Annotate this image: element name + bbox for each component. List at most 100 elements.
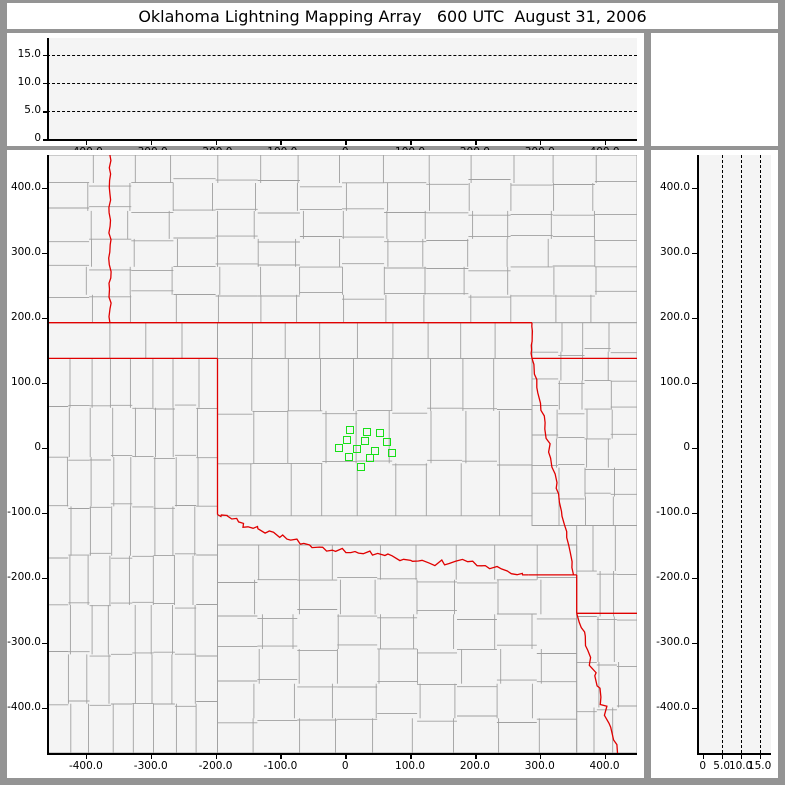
y-tick	[42, 317, 48, 320]
x-tick-label: -100.0	[263, 760, 298, 772]
y-tick	[692, 382, 698, 385]
y-tick-label: -400.0	[7, 700, 41, 713]
y-tick-label: -200.0	[7, 570, 41, 583]
plan-view-map-panel[interactable]: 400.0 300.0 200.0 100.0 0 -100.0 -200.0 -300.0 -…	[7, 150, 644, 778]
y-tick	[42, 382, 48, 385]
x-tick	[85, 754, 88, 759]
y-tick-label: 100.0	[659, 375, 690, 388]
x-tick-label: 400.0	[589, 760, 620, 772]
title-bar: Oklahoma Lightning Mapping Array 600 UTC…	[7, 3, 778, 29]
x-tick	[280, 140, 282, 145]
lightning-source-marker	[342, 435, 351, 444]
y-tick	[42, 187, 48, 190]
x-tick-label: 5.0	[713, 760, 730, 772]
x-tick	[474, 754, 477, 759]
gridline-horizontal	[47, 110, 637, 112]
lightning-source-marker	[345, 452, 354, 461]
y-tick	[42, 577, 48, 580]
x-tick-label: 10.0	[728, 760, 753, 772]
y-tick-label: 5.0	[24, 103, 41, 116]
x-tick	[721, 754, 724, 759]
y-tick	[692, 447, 698, 450]
y-tick-label: 200.0	[659, 310, 690, 323]
x-tick	[345, 140, 347, 145]
y-tick-label: -100.0	[656, 505, 690, 518]
x-tick	[539, 754, 542, 759]
map-plot-area[interactable]	[47, 155, 637, 753]
lightning-source-marker	[345, 425, 354, 434]
x-tick	[740, 754, 743, 759]
ns-altitude-plot-area[interactable]	[697, 155, 771, 753]
north-south-vs-altitude-panel[interactable]: 400.0 300.0 200.0 100.0 0 -100.0 -200.0 -300.0 -…	[651, 150, 778, 778]
altitude-plot-area[interactable]	[47, 38, 637, 139]
y-tick-label: 0	[34, 132, 41, 144]
x-tick	[215, 140, 218, 145]
x-tick	[150, 754, 153, 759]
gridline-horizontal	[47, 54, 637, 56]
y-tick-label: 100.0	[10, 375, 41, 388]
y-tick	[692, 317, 698, 320]
page-title: Oklahoma Lightning Mapping Array 600 UTC…	[138, 6, 647, 26]
lightning-source-marker	[361, 437, 370, 445]
x-tick	[410, 754, 412, 759]
lightning-source-marker	[362, 427, 371, 436]
y-tick-label: -100.0	[7, 505, 41, 518]
x-tick-label: 15.0	[747, 760, 772, 772]
x-tick	[759, 754, 762, 759]
x-tick	[410, 140, 412, 145]
x-tick	[280, 754, 282, 759]
y-tick	[42, 512, 48, 515]
y-axis-line	[697, 155, 699, 753]
x-tick-label: 300.0	[524, 760, 555, 772]
y-tick-label: -300.0	[7, 635, 41, 648]
y-tick-label: 300.0	[659, 245, 690, 258]
x-tick	[345, 754, 347, 759]
y-axis-line	[47, 38, 49, 139]
lightning-source-marker	[382, 437, 391, 446]
altitude-vs-east-west-panel[interactable]: 15.010.05.00-400.0-300.0-200.0-100.00100…	[7, 33, 644, 158]
x-tick-label: -400.0	[68, 760, 103, 772]
y-axis-line	[47, 155, 49, 753]
altitude-histogram-panel[interactable]	[651, 33, 778, 146]
y-tick-label: -200.0	[656, 570, 690, 583]
county-and-state-boundaries	[47, 155, 637, 753]
y-tick	[43, 110, 48, 113]
gridline-vertical	[759, 155, 761, 753]
x-tick-label: 0	[699, 760, 707, 772]
y-tick-label: 300.0	[10, 245, 41, 258]
y-tick	[692, 187, 698, 190]
y-tick	[692, 252, 698, 255]
x-tick	[150, 140, 153, 145]
y-tick	[43, 82, 48, 85]
x-axis-line	[47, 139, 637, 141]
y-tick-label: 15.0	[17, 47, 41, 60]
y-tick-label: 200.0	[10, 310, 41, 323]
y-tick	[42, 707, 48, 710]
x-tick	[215, 754, 218, 759]
y-tick	[692, 577, 698, 580]
y-tick-label: 0	[683, 440, 690, 453]
y-tick	[43, 139, 48, 141]
x-tick-label: -200.0	[198, 760, 233, 772]
x-tick	[85, 140, 88, 145]
x-tick-label: -300.0	[133, 760, 168, 772]
lightning-source-marker	[352, 445, 361, 454]
lightning-source-marker	[356, 463, 365, 471]
lightning-source-marker	[387, 449, 396, 458]
y-tick-label: -400.0	[656, 700, 690, 713]
y-tick	[692, 512, 698, 515]
y-tick	[42, 447, 48, 450]
x-tick	[604, 754, 607, 759]
y-tick	[42, 642, 48, 645]
x-tick	[702, 754, 705, 759]
x-tick	[474, 140, 477, 145]
gridline-vertical	[721, 155, 723, 753]
y-tick	[692, 642, 698, 645]
lightning-source-marker	[371, 446, 380, 455]
x-tick-label: 0	[341, 760, 349, 772]
x-axis-line	[47, 753, 637, 755]
y-tick	[692, 707, 698, 710]
lightning-source-marker	[375, 429, 384, 438]
x-tick	[539, 140, 542, 145]
